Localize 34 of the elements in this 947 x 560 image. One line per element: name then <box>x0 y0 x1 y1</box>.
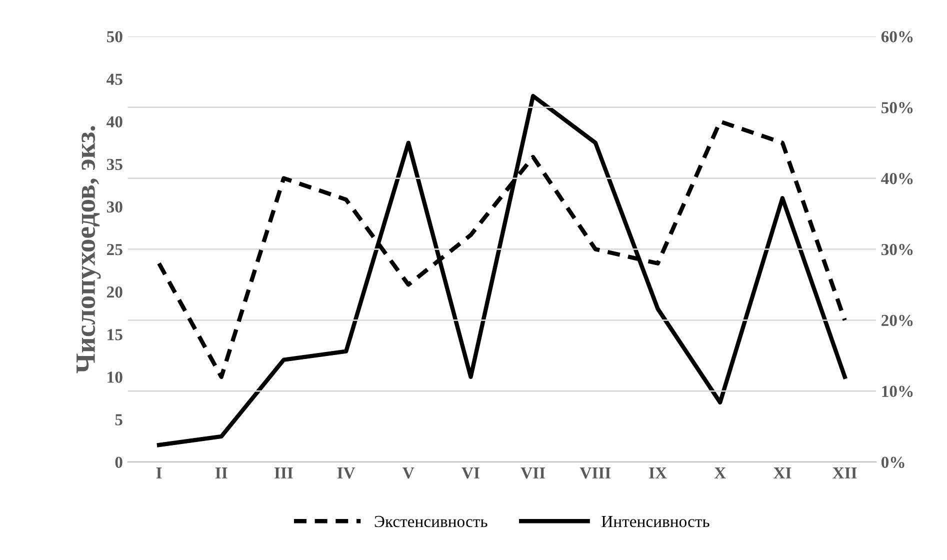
x-tick-label: VIII <box>580 468 611 479</box>
y-tick-label: 40 <box>106 116 122 128</box>
y2-tick-label: 0% <box>881 456 904 468</box>
y2-tick-label: 50% <box>882 102 913 114</box>
y-tick-label: 45 <box>106 74 122 85</box>
y2-tick-label: 30% <box>881 244 913 256</box>
y-tick-label: 35 <box>106 158 122 170</box>
x-tick-label: XII <box>832 468 857 478</box>
x-tick-label: I <box>156 468 162 478</box>
legend-label: Интенсивность <box>602 516 710 528</box>
y-tick-label: 15 <box>108 329 122 340</box>
y-tick-label: 5 <box>115 414 122 426</box>
y-tick-label: 50 <box>106 31 122 42</box>
x-tick-label: XI <box>774 468 792 478</box>
y-tick-label: 25 <box>107 244 122 256</box>
x-tick-label: II <box>215 468 228 478</box>
y2-tick-label: 20% <box>882 314 913 326</box>
x-tick-label: IX <box>649 468 667 478</box>
y2-tick-label: 10% <box>882 386 913 398</box>
y-tick-label: 20 <box>107 286 122 298</box>
line-series <box>156 94 847 448</box>
y2-tick-label: 60% <box>881 31 913 42</box>
y-tick-label: 10 <box>108 372 122 383</box>
legend-label: Экстенсивность <box>374 516 488 528</box>
x-tick-label: VI <box>462 468 480 479</box>
y2-tick-label: 40% <box>881 172 913 184</box>
x-tick-label: IV <box>337 468 356 479</box>
x-tick-label: VII <box>520 468 546 479</box>
x-tick-label: X <box>714 468 726 478</box>
x-tick-label: V <box>402 468 414 479</box>
x-tick-label: III <box>274 468 293 478</box>
y-tick-label: 0 <box>115 456 122 468</box>
y-tick-label: 30 <box>106 201 122 213</box>
y-axis-title: Числопухоедов, экз. <box>76 126 101 374</box>
